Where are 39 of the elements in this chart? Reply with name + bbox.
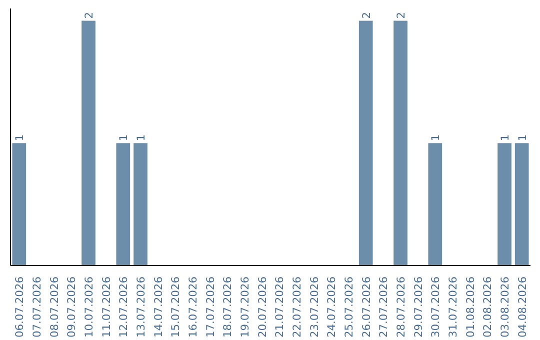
x-tick-label: 20.07.2026 [256, 276, 269, 338]
x-tick-label: 21.07.2026 [273, 276, 286, 338]
x-tick-label: 22.07.2026 [290, 276, 304, 338]
x-tick-label: 13.07.2026 [134, 276, 148, 338]
x-tick-label: 28.07.2026 [394, 276, 408, 338]
data-label: 2 [82, 12, 96, 19]
x-tick-label: 26.07.2026 [360, 276, 373, 338]
data-label: 1 [498, 134, 512, 142]
x-tick-label: 18.07.2026 [221, 276, 234, 338]
x-tick-label: 06.07.2026 [13, 276, 26, 338]
x-tick-label: 29.07.2026 [412, 276, 425, 338]
x-tick-label: 16.07.2026 [186, 276, 200, 338]
x-tick-label: 30.07.2026 [429, 276, 442, 338]
data-label: 1 [134, 134, 148, 142]
x-tick-label: 08.07.2026 [48, 276, 61, 338]
x-tick-label: 04.08.2026 [516, 276, 529, 338]
x-tick-label: 25.07.2026 [342, 276, 356, 338]
data-label: 1 [429, 134, 442, 142]
x-tick-label: 02.08.2026 [481, 276, 494, 338]
x-tick-label: 17.07.2026 [204, 276, 217, 338]
data-label: 2 [394, 12, 408, 19]
x-tick-label: 23.07.2026 [308, 276, 321, 338]
x-tick-label: 12.07.2026 [117, 276, 130, 338]
x-tick-label: 24.07.2026 [325, 276, 338, 338]
data-label: 1 [516, 134, 529, 142]
data-label: 1 [117, 134, 130, 142]
x-tick-label: 03.08.2026 [498, 276, 512, 338]
x-tick-label: 27.07.2026 [377, 276, 390, 338]
x-tick-label: 07.07.2026 [30, 276, 44, 338]
x-tick-label: 14.07.2026 [152, 276, 165, 338]
x-tick-label: 10.07.2026 [82, 276, 96, 338]
data-label: 2 [360, 12, 373, 19]
x-tick-label: 09.07.2026 [65, 276, 78, 338]
x-tick-label: 01.08.2026 [464, 276, 477, 338]
x-tick-label: 19.07.2026 [238, 276, 252, 338]
x-tick-label: 31.07.2026 [446, 276, 460, 338]
data-label: 1 [13, 134, 26, 142]
x-tick-label: 11.07.2026 [100, 276, 113, 338]
x-tick-label: 15.07.2026 [169, 276, 182, 338]
